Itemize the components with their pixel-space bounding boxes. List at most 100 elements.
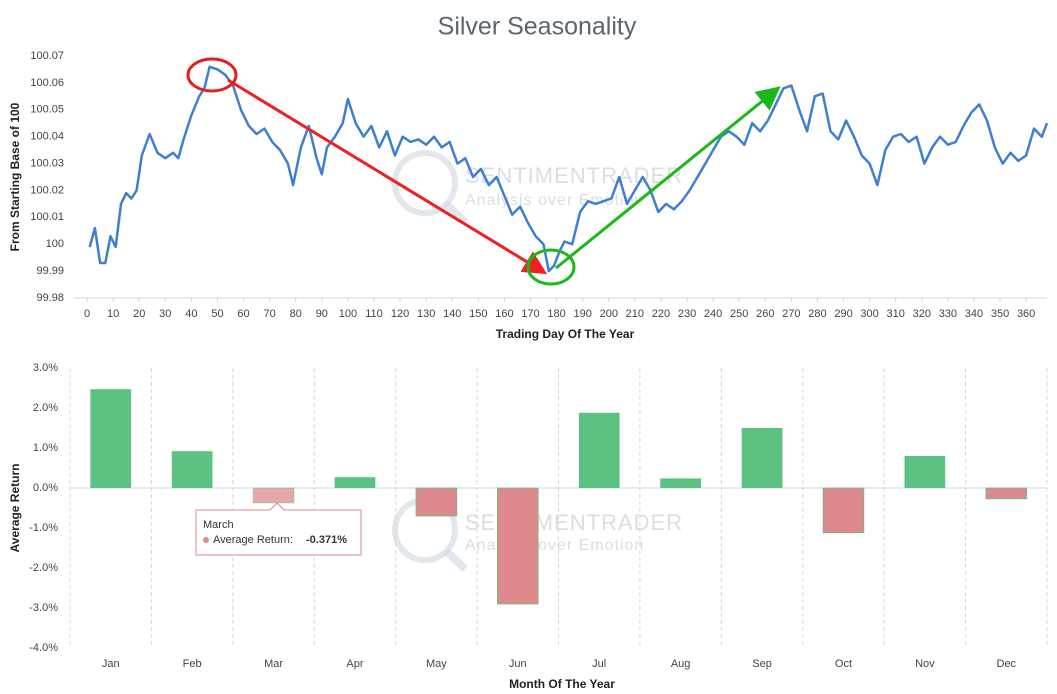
y-tick-label: 100.03 — [30, 157, 64, 169]
watermark-subtitle: Analysis over Emotion — [465, 537, 644, 554]
x-tick-label: 220 — [652, 308, 670, 320]
y-tick-label: -4.0% — [29, 642, 58, 654]
tooltip-value: -0.371% — [306, 534, 347, 546]
bar — [252, 487, 295, 504]
x-tick-label: 90 — [316, 308, 328, 320]
y-tick-label: 100.06 — [30, 77, 64, 89]
x-tick-label: 170 — [521, 308, 539, 320]
x-tick-label: 140 — [443, 308, 461, 320]
x-tick-label: 320 — [913, 308, 931, 320]
x-tick-label: 0 — [84, 308, 90, 320]
bar — [741, 428, 783, 488]
x-tick-label: 280 — [808, 308, 826, 320]
x-tick-label: Dec — [997, 658, 1017, 670]
x-tick-label: 160 — [495, 308, 513, 320]
x-tick-label: 230 — [678, 308, 696, 320]
y-tick-label: 99.99 — [36, 265, 64, 277]
red-arrow — [227, 78, 548, 275]
y-tick-label: 100 — [46, 238, 64, 250]
bar — [90, 389, 132, 488]
x-tick-label: 30 — [159, 308, 171, 320]
x-tick-label: 70 — [264, 308, 276, 320]
y-tick-label: 100.02 — [30, 184, 64, 196]
x-tick-label: 110 — [365, 308, 383, 320]
y-tick-label: -1.0% — [29, 522, 58, 534]
x-tick-label: 200 — [600, 308, 618, 320]
x-tick-label: 270 — [782, 308, 800, 320]
x-tick-label: 80 — [290, 308, 302, 320]
x-tick-label: Feb — [183, 658, 202, 670]
red-circle — [186, 57, 238, 93]
y-tick-label: 3.0% — [33, 362, 58, 374]
annotations — [186, 57, 781, 286]
y-tick-label: 0.0% — [33, 482, 58, 494]
x-tick-label: 260 — [756, 308, 774, 320]
tooltip: March Average Return: -0.371% — [195, 502, 362, 556]
x-tick-label: 250 — [730, 308, 748, 320]
x-axis-title: Trading Day Of The Year — [496, 327, 635, 341]
y-tick-label: 1.0% — [33, 442, 58, 454]
green-arrow — [555, 86, 781, 270]
x-tick-label: Oct — [835, 658, 852, 670]
x-tick-label: 190 — [573, 308, 591, 320]
x-tick-label: Jul — [592, 658, 606, 670]
tooltip-box — [195, 502, 362, 556]
x-tick-label: 100 — [339, 308, 357, 320]
x-tick-label: 340 — [965, 308, 983, 320]
y-tick-label: -2.0% — [29, 562, 58, 574]
x-tick-label: 50 — [211, 308, 223, 320]
x-tick-label: 180 — [547, 308, 565, 320]
watermark-logo — [443, 201, 468, 225]
x-tick-label: 310 — [887, 308, 905, 320]
x-tick-label: 130 — [417, 308, 435, 320]
y-tick-label: -3.0% — [29, 602, 58, 614]
x-tick-label: 360 — [1017, 308, 1035, 320]
x-tick-label: 330 — [939, 308, 957, 320]
y-tick-label: 100.05 — [30, 104, 64, 116]
x-tick-label: Mar — [264, 658, 283, 670]
x-tick-label: Aug — [671, 658, 691, 670]
y-tick-label: 100.01 — [30, 211, 64, 223]
x-tick-label: 60 — [237, 308, 249, 320]
x-tick-label: 20 — [133, 308, 145, 320]
x-tick-label: 350 — [991, 308, 1009, 320]
line-series — [88, 65, 1049, 273]
x-tick-label: Nov — [915, 658, 935, 670]
y-tick-label: 100.04 — [30, 131, 64, 143]
x-tick-label: Sep — [752, 658, 772, 670]
y-tick-label: 99.98 — [36, 292, 64, 304]
watermark-text: SENTIMENTRADER — [465, 163, 683, 188]
x-tick-label: Jun — [509, 658, 527, 670]
y-axis-title: From Starting Base of 100 — [8, 102, 22, 251]
x-tick-label: May — [426, 658, 447, 670]
x-axis-title: Month Of The Year — [509, 677, 615, 691]
bar — [578, 412, 620, 488]
bar — [497, 487, 539, 605]
x-tick-label: Apr — [346, 658, 363, 670]
watermark-subtitle: Analysis over Emotion — [465, 192, 644, 209]
x-tick-label: 210 — [626, 308, 644, 320]
bar — [904, 456, 946, 488]
watermark-logo — [443, 548, 468, 572]
x-tick-label: 240 — [704, 308, 722, 320]
bar — [334, 477, 376, 488]
tooltip-dot — [203, 537, 209, 543]
x-tick-label: 300 — [860, 308, 878, 320]
bar — [822, 487, 865, 534]
x-tick-label: 150 — [469, 308, 487, 320]
bar — [985, 487, 1028, 500]
chart-title: Silver Seasonality — [438, 13, 637, 41]
y-tick-label: 100.07 — [30, 50, 64, 62]
bar — [660, 478, 701, 488]
x-tick-label: Jan — [102, 658, 120, 670]
bar — [415, 487, 458, 517]
y-tick-label: 2.0% — [33, 402, 58, 414]
tooltip-title: March — [203, 519, 234, 531]
y-axis-title: Average Return — [8, 464, 22, 553]
x-tick-label: 40 — [185, 308, 197, 320]
x-tick-label: 10 — [107, 308, 119, 320]
bar — [171, 451, 213, 488]
tooltip-label: Average Return: — [213, 534, 293, 546]
x-tick-label: 290 — [834, 308, 852, 320]
